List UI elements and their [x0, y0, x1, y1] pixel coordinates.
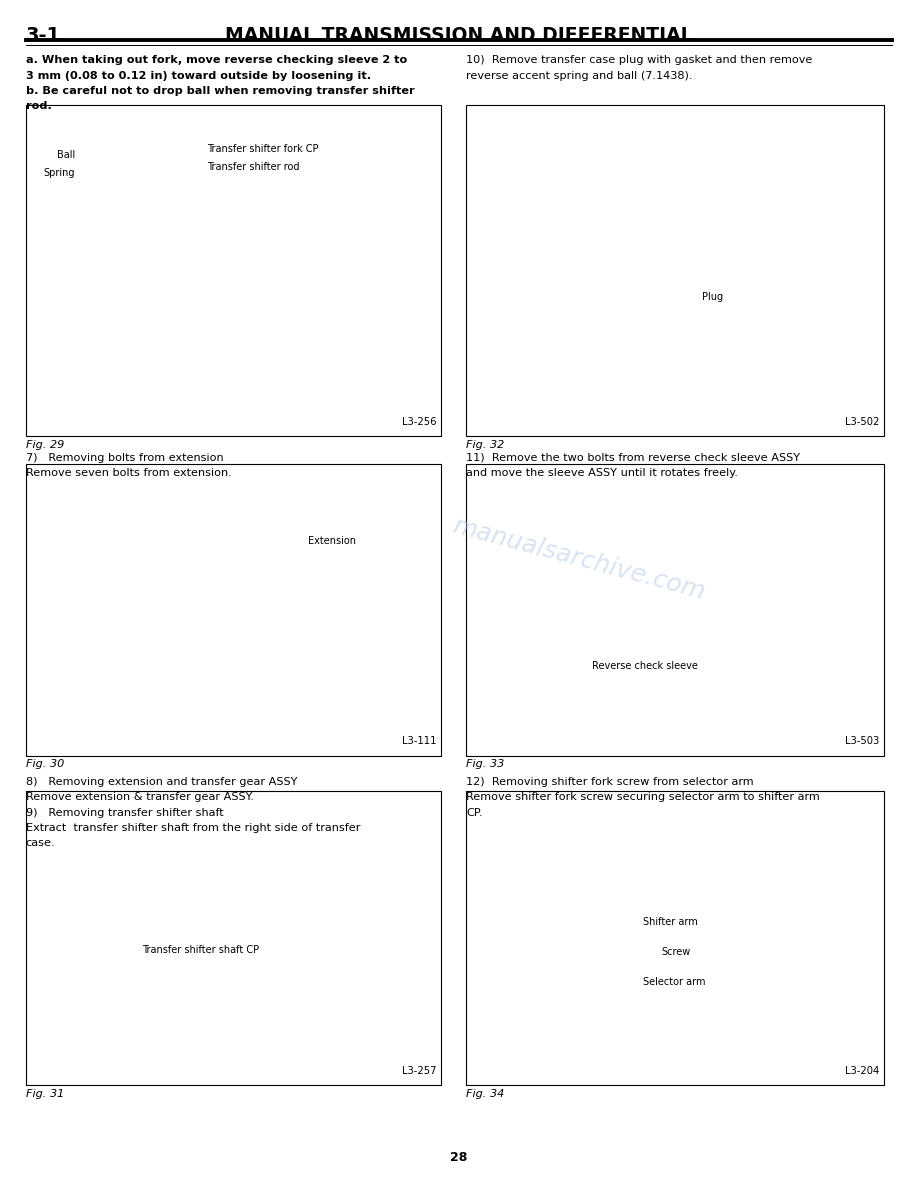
Text: L3-257: L3-257	[401, 1066, 436, 1076]
Text: L3-502: L3-502	[845, 416, 879, 426]
Bar	[466, 791, 884, 1085]
Text: Shifter arm: Shifter arm	[643, 917, 698, 927]
Text: Fig. 34: Fig. 34	[466, 1089, 505, 1098]
Text: 8)   Removing extension and transfer gear ASSY: 8) Removing extension and transfer gear …	[26, 777, 297, 787]
Text: Plug: Plug	[702, 293, 723, 302]
Text: Remove extension & transfer gear ASSY.: Remove extension & transfer gear ASSY.	[26, 793, 253, 802]
Text: Fig. 33: Fig. 33	[466, 759, 505, 769]
Text: 12)  Removing shifter fork screw from selector arm: 12) Removing shifter fork screw from sel…	[466, 777, 754, 787]
Text: 3 mm (0.08 to 0.12 in) toward outside by loosening it.: 3 mm (0.08 to 0.12 in) toward outside by…	[26, 70, 371, 81]
Text: Fig. 29: Fig. 29	[26, 440, 64, 450]
Text: rod.: rod.	[26, 101, 51, 111]
Text: CP.: CP.	[466, 808, 483, 818]
Text: reverse accent spring and ball (7.1438).: reverse accent spring and ball (7.1438).	[466, 70, 693, 81]
Text: b. Be careful not to drop ball when removing transfer shifter: b. Be careful not to drop ball when remo…	[26, 86, 414, 96]
Bar	[26, 106, 441, 437]
Text: and move the sleeve ASSY until it rotates freely.: and move the sleeve ASSY until it rotate…	[466, 468, 738, 478]
Text: 9)   Removing transfer shifter shaft: 9) Removing transfer shifter shaft	[26, 808, 223, 818]
Text: Extension: Extension	[308, 537, 355, 546]
Text: L3-256: L3-256	[401, 416, 436, 426]
Text: 10)  Remove transfer case plug with gasket and then remove: 10) Remove transfer case plug with gaske…	[466, 55, 812, 65]
Text: Reverse check sleeve: Reverse check sleeve	[592, 662, 698, 671]
Text: Transfer shifter rod: Transfer shifter rod	[207, 162, 299, 171]
Text: Extract  transfer shifter shaft from the right side of transfer: Extract transfer shifter shaft from the …	[26, 822, 360, 833]
Text: 11)  Remove the two bolts from reverse check sleeve ASSY: 11) Remove the two bolts from reverse ch…	[466, 452, 800, 463]
Text: Transfer shifter fork CP: Transfer shifter fork CP	[207, 144, 318, 154]
Text: L3-111: L3-111	[401, 737, 436, 746]
Text: a. When taking out fork, move reverse checking sleeve 2 to: a. When taking out fork, move reverse ch…	[26, 55, 407, 65]
Text: 28: 28	[451, 1151, 467, 1164]
Bar	[26, 464, 441, 756]
Text: Transfer shifter shaft CP: Transfer shifter shaft CP	[142, 945, 260, 954]
Text: manualsarchive.com: manualsarchive.com	[450, 514, 707, 605]
Text: L3-204: L3-204	[845, 1066, 879, 1076]
Text: Fig. 31: Fig. 31	[26, 1089, 64, 1098]
Text: case.: case.	[26, 838, 55, 848]
Bar	[26, 791, 441, 1085]
Text: MANUAL TRANSMISSION AND DIFFERENTIAL: MANUAL TRANSMISSION AND DIFFERENTIAL	[225, 26, 693, 45]
Text: Ball: Ball	[57, 150, 75, 161]
Text: Spring: Spring	[44, 168, 75, 177]
Bar	[466, 106, 884, 437]
Text: Remove shifter fork screw securing selector arm to shifter arm: Remove shifter fork screw securing selec…	[466, 793, 820, 802]
Text: Fig. 32: Fig. 32	[466, 440, 505, 450]
Text: Screw: Screw	[661, 947, 690, 957]
Text: Fig. 30: Fig. 30	[26, 759, 64, 769]
Bar	[466, 464, 884, 756]
Text: L3-503: L3-503	[845, 737, 879, 746]
Text: 7)   Removing bolts from extension: 7) Removing bolts from extension	[26, 452, 223, 463]
Text: Remove seven bolts from extension.: Remove seven bolts from extension.	[26, 468, 231, 478]
Text: Selector arm: Selector arm	[643, 977, 705, 987]
Text: 3-1: 3-1	[26, 26, 61, 45]
